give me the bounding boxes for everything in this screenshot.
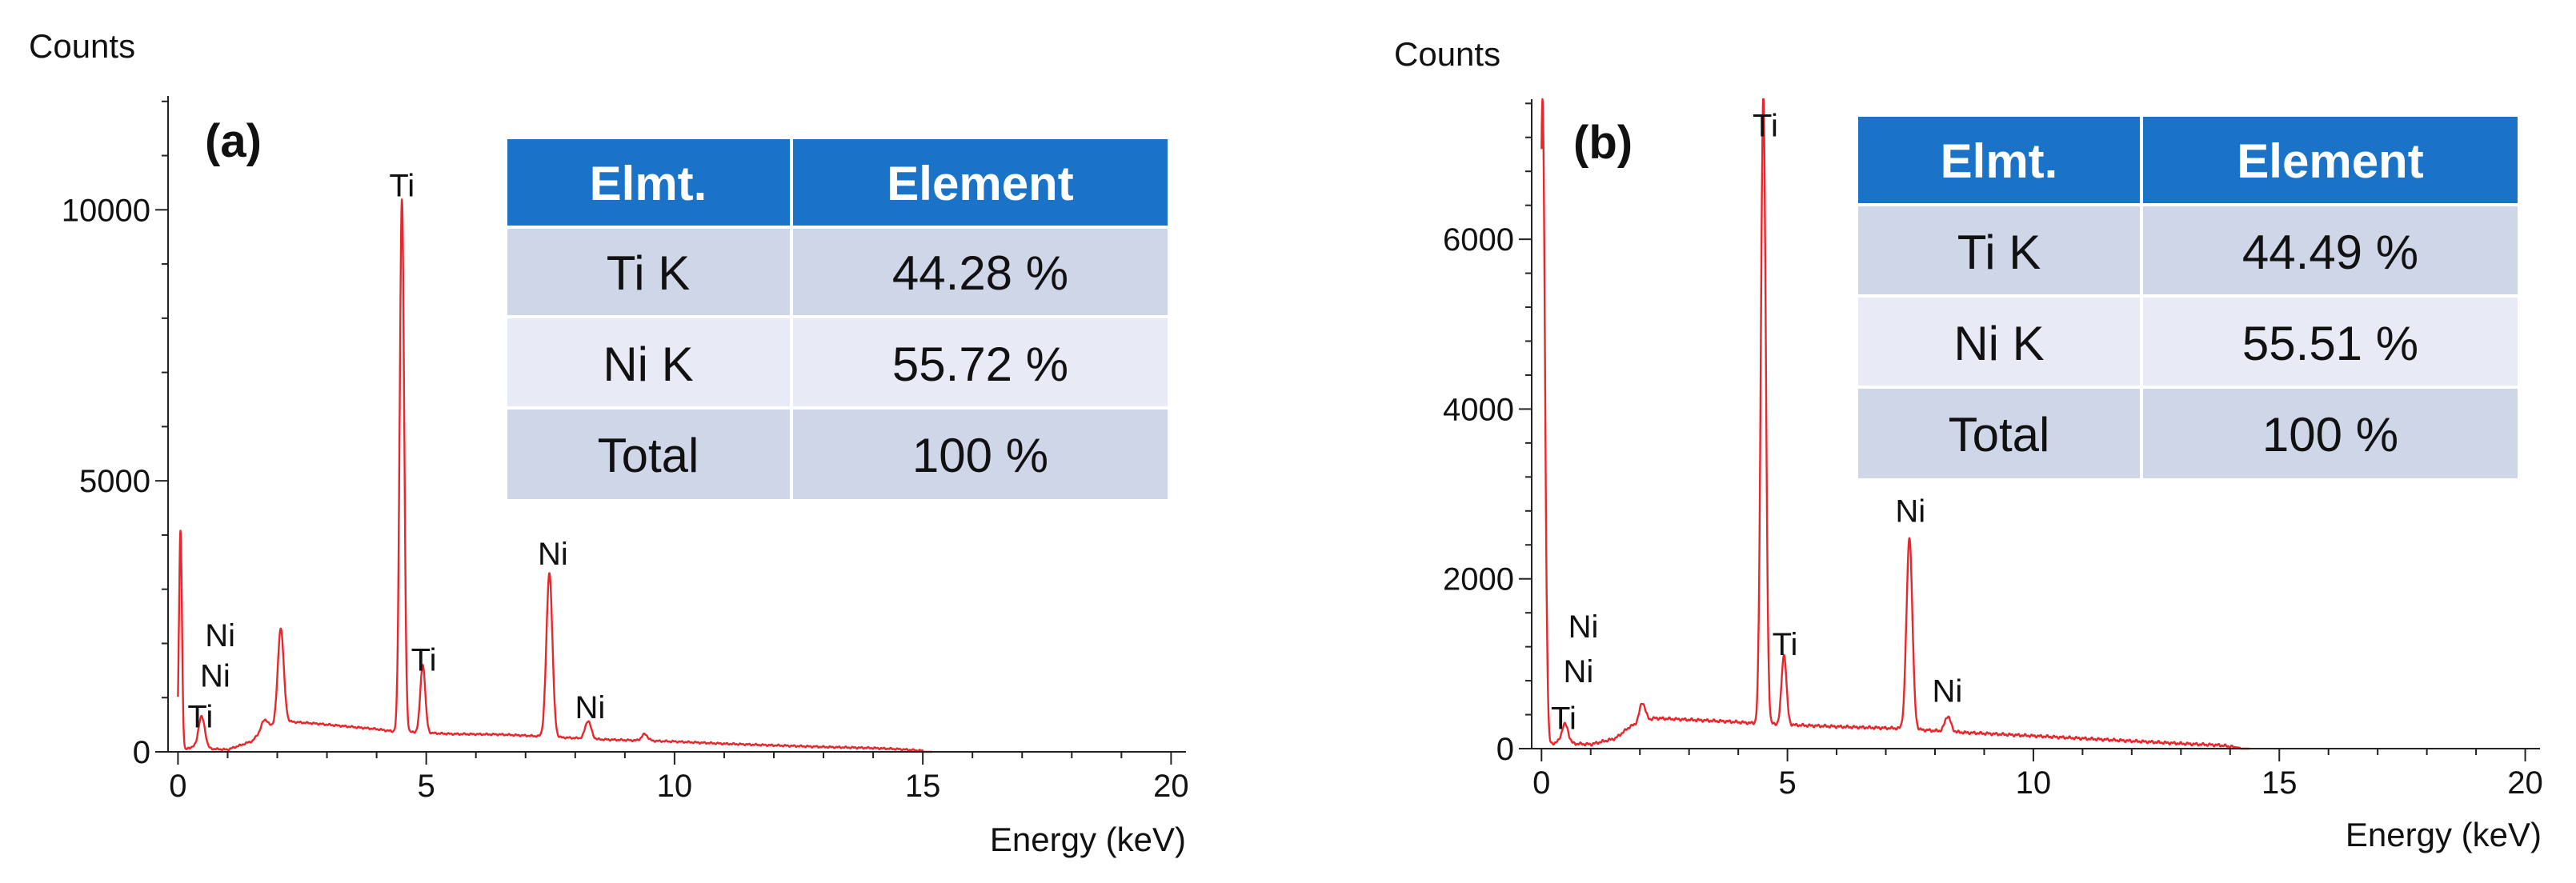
table-cell-percent: 100 % (912, 429, 1048, 482)
x-axis-title: Energy (keV) (990, 821, 1186, 858)
table-cell (1858, 389, 2140, 478)
table-cell-element: Ti K (607, 246, 690, 300)
table-cell (1858, 298, 2140, 386)
panel-label: (a) (205, 115, 262, 167)
table-cell-element: Ti K (1957, 226, 2041, 279)
peak-label-ni: Ni (575, 690, 606, 725)
x-tick-label: 20 (1153, 769, 1189, 804)
peak-label-ni: Ni (1932, 674, 1962, 709)
composition-table: Elmt. Element Ti K 44.28 % Ni K 55.72 % … (507, 139, 1168, 499)
axis-ticks: 0 5 10 15 20 0 5000 10000 (62, 100, 1189, 804)
x-tick-label: 10 (2016, 765, 2052, 801)
x-tick-label: 15 (2262, 765, 2298, 801)
table-cell (2143, 298, 2518, 386)
table-cell (507, 410, 790, 499)
y-axis-title: Counts (1394, 35, 1500, 73)
chart-panel-a: Counts Energy (keV) 0 5 10 15 20 0 5000 10000 T… (29, 27, 1189, 858)
table-cell-element: Ni K (603, 338, 693, 391)
x-tick-label: 20 (2507, 765, 2543, 801)
x-tick-label: 15 (905, 769, 941, 804)
table-header-cell (2143, 117, 2518, 203)
table-header-elmt: Elmt. (590, 157, 707, 210)
panel-label: (b) (1573, 117, 1633, 169)
table-cell (1858, 206, 2140, 294)
x-tick-label: 0 (169, 769, 186, 804)
y-tick-label: 5000 (79, 464, 150, 499)
peak-labels: Ti Ti Ni Ni Ni Ni Ti (1551, 109, 1962, 737)
y-tick-label: 6000 (1443, 222, 1514, 258)
peak-labels: Ti Ti Ni Ni Ni Ni Ti (187, 168, 605, 734)
table-header-element: Element (887, 157, 1073, 210)
y-tick-label: 2000 (1443, 562, 1514, 597)
table-cell (507, 318, 790, 406)
table-cell-percent: 44.49 % (2242, 226, 2418, 279)
table-cell-element: Ni K (1953, 317, 2044, 370)
x-tick-label: 10 (657, 769, 693, 804)
y-tick-label: 0 (133, 735, 150, 770)
y-tick-label: 10000 (62, 193, 150, 228)
table-header-cell (1858, 117, 2140, 203)
table-cell (793, 410, 1168, 499)
table-cell (793, 229, 1168, 315)
spectrum-line (1540, 98, 2250, 750)
x-axis-title: Energy (keV) (2346, 816, 2542, 853)
table-cell-element: Total (598, 429, 699, 482)
table-cell-percent: 55.51 % (2242, 317, 2418, 370)
table-header-element: Element (2237, 134, 2423, 188)
peak-label-ni: Ni (200, 659, 230, 694)
peak-label-ni: Ni (205, 618, 235, 653)
x-tick-label: 0 (1532, 765, 1550, 801)
table-cell-percent: 100 % (2262, 408, 2398, 461)
table-cell-percent: 55.72 % (892, 338, 1068, 391)
table-header-cell (507, 139, 790, 226)
table-cell (2143, 389, 2518, 478)
peak-label-ti: Ti (1753, 109, 1778, 144)
peak-label-ni: Ni (1563, 654, 1593, 689)
axis-ticks: 0 5 10 15 20 0 2000 4000 6000 (1443, 102, 2543, 801)
spectrum-line (177, 198, 934, 753)
x-tick-label: 5 (1778, 765, 1796, 801)
y-tick-label: 4000 (1443, 392, 1514, 427)
table-header-elmt: Elmt. (1941, 134, 2058, 188)
table-cell-element: Total (1949, 408, 2050, 461)
table-cell (2143, 206, 2518, 294)
table-header-cell (793, 139, 1168, 226)
peak-label-ti: Ti (1551, 701, 1576, 737)
peak-label-ni: Ni (538, 537, 568, 572)
peak-label-ti: Ti (411, 642, 437, 677)
y-tick-label: 0 (1496, 732, 1514, 767)
peak-label-ti: Ti (1773, 627, 1798, 662)
chart-panel-b: Counts Energy (keV) 0 5 10 15 20 0 2000 4000 600… (1394, 35, 2543, 853)
peak-label-ni: Ni (1568, 609, 1599, 645)
table-cell (793, 318, 1168, 406)
peak-label-ti: Ti (389, 168, 415, 203)
table-cell (507, 229, 790, 315)
peak-label-ti: Ti (187, 700, 213, 735)
peak-label-ni: Ni (1895, 494, 1925, 529)
y-axis-title: Counts (29, 27, 135, 65)
x-tick-label: 5 (418, 769, 435, 804)
composition-table: Elmt. Element Ti K 44.49 % Ni K 55.51 % … (1858, 117, 2518, 478)
table-cell-percent: 44.28 % (892, 246, 1068, 300)
